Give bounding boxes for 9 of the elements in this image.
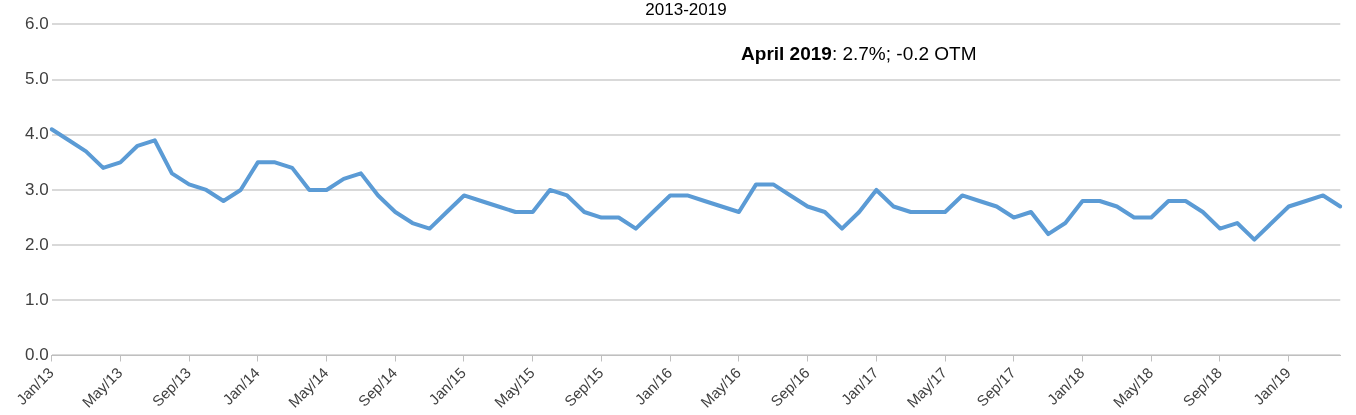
y-tick-label: 4.0 [24,124,49,144]
y-tick-label: 0.0 [24,345,49,365]
y-tick-label: 3.0 [24,179,49,199]
y-tick-label: 6.0 [24,14,49,34]
y-tick-label: 1.0 [24,290,49,309]
y-tick-label: 2.0 [24,234,49,254]
annotation: April 2019: 2.7%; -0.2 OTM [741,42,977,64]
y-tick-label: 5.0 [24,69,49,89]
chart-title: 2013-2019 [645,0,727,19]
